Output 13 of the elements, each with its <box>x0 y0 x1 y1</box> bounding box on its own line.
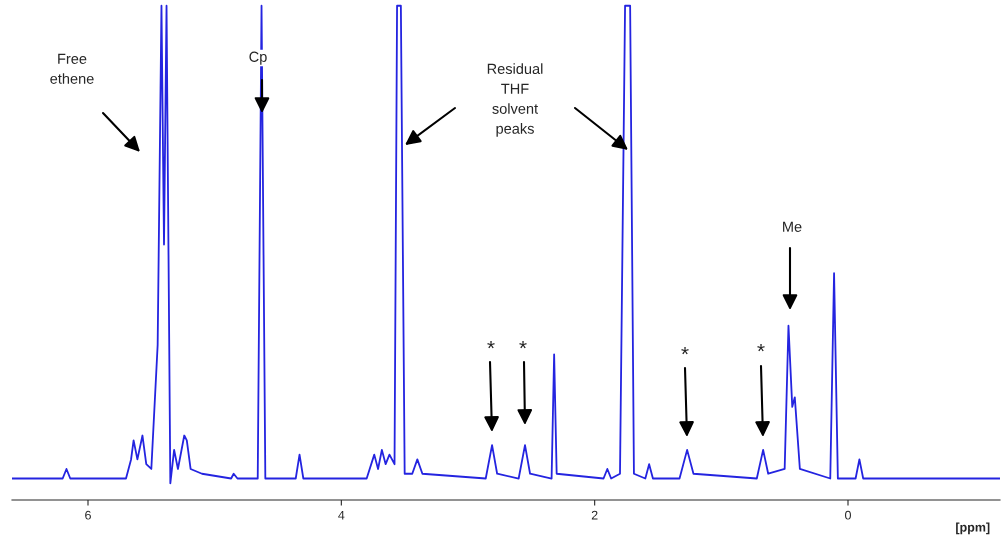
annotation: Cp <box>249 51 267 65</box>
annotation: Residual THF solvent peaks <box>487 63 543 137</box>
annotation: Me <box>783 221 802 232</box>
annotation: * <box>487 341 495 349</box>
x-tick-label: 0 <box>845 510 851 520</box>
annotation: Free ethene <box>50 53 94 84</box>
annotation: * <box>519 341 527 349</box>
x-tick-label: 4 <box>338 510 345 520</box>
x-tick-label: 6 <box>85 510 91 520</box>
x-tick-label: 2 <box>591 510 598 520</box>
annotation: * <box>681 347 689 355</box>
x-axis-title: [ppm] <box>956 522 990 535</box>
annotation: * <box>757 344 765 352</box>
